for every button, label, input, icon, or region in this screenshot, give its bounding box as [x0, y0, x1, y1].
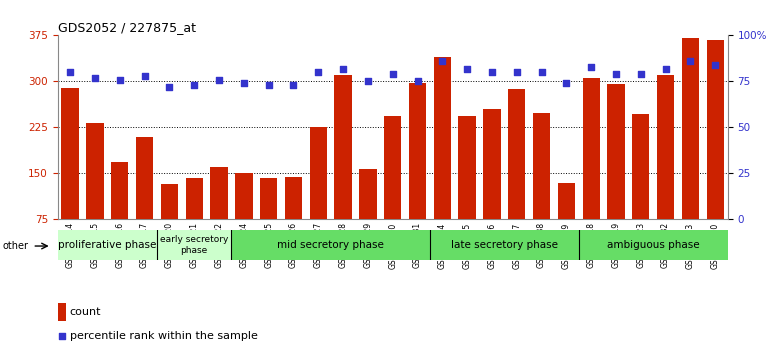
Bar: [58, 230, 157, 260]
Point: [610, 71, 622, 77]
Point: [634, 71, 647, 77]
Bar: [235, 173, 253, 266]
Point: [263, 82, 275, 88]
Bar: [579, 230, 728, 260]
Bar: [608, 85, 624, 266]
Point: [287, 82, 300, 88]
Bar: [434, 57, 451, 266]
Point: [55, 333, 68, 338]
Bar: [430, 230, 579, 260]
Bar: [557, 183, 575, 266]
Bar: [384, 116, 401, 266]
Bar: [458, 116, 476, 266]
Bar: [681, 39, 699, 266]
Point: [685, 58, 697, 64]
Bar: [136, 137, 153, 266]
Point: [561, 80, 573, 86]
Bar: [260, 178, 277, 266]
Bar: [707, 40, 724, 266]
Point: [312, 69, 324, 75]
Bar: [484, 109, 500, 266]
Point: [362, 79, 374, 84]
Text: ambiguous phase: ambiguous phase: [607, 240, 699, 250]
Point: [486, 69, 498, 75]
Text: count: count: [70, 307, 102, 317]
Text: other: other: [2, 241, 28, 251]
Point: [535, 69, 547, 75]
Point: [709, 62, 721, 68]
Point: [163, 84, 176, 90]
Point: [411, 79, 424, 84]
Bar: [285, 177, 302, 266]
Point: [511, 69, 523, 75]
Bar: [157, 230, 232, 260]
Point: [114, 77, 126, 82]
Text: early secretory
phase: early secretory phase: [160, 235, 229, 255]
Point: [659, 66, 671, 72]
Bar: [310, 127, 327, 266]
Text: percentile rank within the sample: percentile rank within the sample: [70, 331, 258, 341]
Bar: [657, 75, 675, 266]
Text: late secretory phase: late secretory phase: [451, 240, 557, 250]
Bar: [58, 303, 65, 321]
Point: [238, 80, 250, 86]
Bar: [632, 114, 649, 266]
Bar: [186, 178, 203, 266]
Bar: [409, 83, 427, 266]
Point: [436, 58, 448, 64]
Bar: [508, 90, 525, 266]
Point: [89, 75, 101, 81]
Bar: [533, 113, 551, 266]
Text: proliferative phase: proliferative phase: [59, 240, 156, 250]
Point: [139, 73, 151, 79]
Point: [461, 66, 474, 72]
Point: [387, 71, 399, 77]
Bar: [210, 167, 228, 266]
Bar: [111, 162, 129, 266]
Point: [188, 82, 200, 88]
Text: mid secretory phase: mid secretory phase: [277, 240, 384, 250]
Text: GDS2052 / 227875_at: GDS2052 / 227875_at: [58, 21, 196, 34]
Point: [213, 77, 225, 82]
Bar: [359, 169, 377, 266]
Bar: [582, 78, 600, 266]
Bar: [62, 87, 79, 266]
Point: [337, 66, 350, 72]
Bar: [232, 230, 430, 260]
Bar: [334, 75, 352, 266]
Point: [585, 64, 598, 69]
Bar: [161, 184, 178, 266]
Bar: [86, 123, 104, 266]
Point: [64, 69, 76, 75]
